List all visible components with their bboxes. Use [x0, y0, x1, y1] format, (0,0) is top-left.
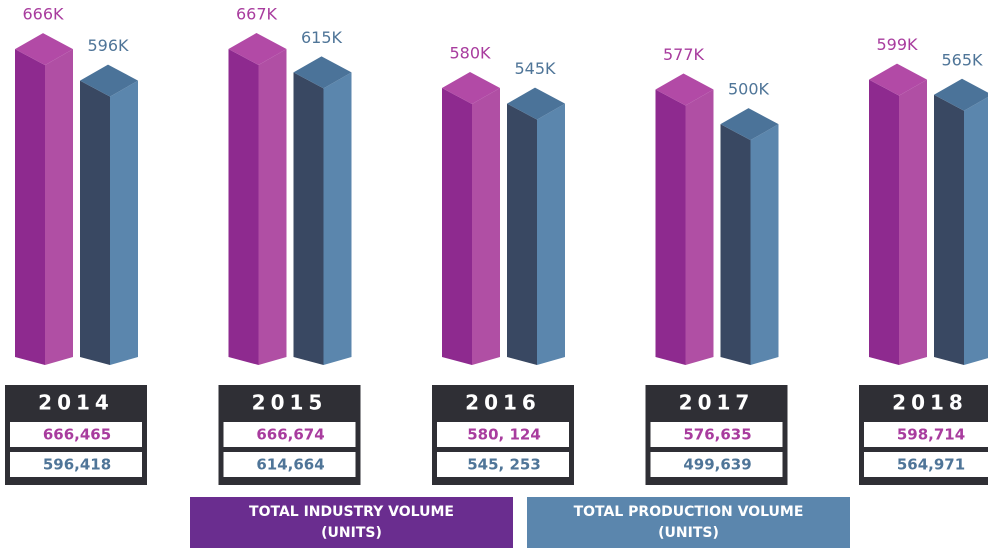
bar	[80, 64, 138, 365]
bar-left-face	[869, 79, 899, 365]
value-label: 666K	[22, 5, 64, 24]
bar-left-face	[934, 94, 964, 366]
bar-left-face	[228, 49, 259, 365]
detail-box	[223, 452, 356, 477]
bar-left-face	[15, 49, 45, 365]
value-label: 545K	[514, 59, 556, 78]
value-label: 599K	[876, 35, 918, 54]
bar-right-face	[472, 87, 500, 365]
bar-top-face	[293, 56, 352, 89]
detail-box	[10, 422, 142, 447]
bar-right-face	[899, 79, 927, 365]
value-label: 580K	[449, 43, 491, 62]
bar	[869, 63, 927, 365]
detail-label: 576,635	[683, 426, 751, 444]
bar-left-face	[80, 80, 110, 365]
value-label: 500K	[728, 80, 770, 99]
bar-top-face	[228, 33, 287, 65]
value-label: 596K	[87, 36, 129, 55]
bar-top-face	[442, 71, 500, 104]
detail-label: 596,418	[43, 456, 111, 474]
detail-label: 598,714	[897, 426, 965, 444]
legend-label: TOTAL PRODUCTION VOLUME (UNITS)	[573, 503, 804, 541]
detail-box	[864, 452, 988, 477]
bar-right-face	[110, 80, 138, 365]
value-label: 667K	[236, 5, 278, 24]
bar-left-face	[655, 89, 686, 366]
x-tick-label: 2016	[465, 391, 541, 415]
bar-top-face	[507, 87, 565, 120]
bar-left-face	[293, 72, 324, 366]
detail-label: 666,674	[256, 426, 324, 444]
detail-box	[437, 452, 569, 477]
x-tick-label: 2015	[252, 391, 328, 415]
bar	[442, 71, 500, 365]
bar-top-face	[80, 64, 138, 97]
detail-label: 580, 124	[467, 426, 541, 444]
x-tick-label: 2017	[679, 391, 755, 415]
detail-label: 564,971	[897, 456, 965, 474]
detail-label: 614,664	[256, 456, 324, 474]
legend-industry: TOTAL INDUSTRY VOLUME (UNITS)	[190, 497, 513, 548]
bar-top-face	[869, 63, 927, 96]
x-tick-label: 2018	[892, 391, 968, 415]
bar-top-face	[720, 108, 779, 141]
detail-box	[223, 422, 356, 447]
detail-label: 666,465	[43, 426, 111, 444]
bar	[507, 87, 565, 365]
bar-right-face	[45, 49, 73, 365]
bar	[655, 73, 714, 366]
detail-box	[650, 452, 783, 477]
value-label: 577K	[663, 45, 705, 64]
bar-top-face	[15, 33, 73, 66]
bar	[720, 108, 779, 366]
bar-right-face	[537, 103, 565, 365]
bar-left-face	[720, 124, 751, 366]
legend-label: TOTAL INDUSTRY VOLUME (UNITS)	[249, 503, 454, 541]
bar-right-face	[685, 89, 714, 366]
detail-label: 499,639	[683, 456, 751, 474]
bar-right-face	[964, 97, 988, 365]
value-label: 565K	[941, 50, 983, 69]
detail-box	[437, 422, 569, 447]
bar-right-face	[750, 124, 779, 366]
bar	[934, 78, 988, 366]
bar-top-face	[655, 73, 714, 106]
legend-production: TOTAL PRODUCTION VOLUME (UNITS)	[527, 497, 850, 548]
detail-label: 545, 253	[467, 456, 541, 474]
bar	[15, 33, 73, 365]
detail-box	[650, 422, 783, 447]
detail-box	[10, 452, 142, 477]
bar-left-face	[442, 87, 472, 365]
bar-right-face	[323, 72, 352, 366]
bar	[293, 56, 352, 366]
value-label: 615K	[301, 28, 343, 47]
bar-left-face	[507, 103, 537, 365]
bar	[228, 33, 287, 365]
detail-box	[864, 422, 988, 447]
x-tick-label: 2014	[38, 391, 114, 415]
bar-top-face	[934, 78, 988, 111]
bar-right-face	[258, 49, 287, 365]
